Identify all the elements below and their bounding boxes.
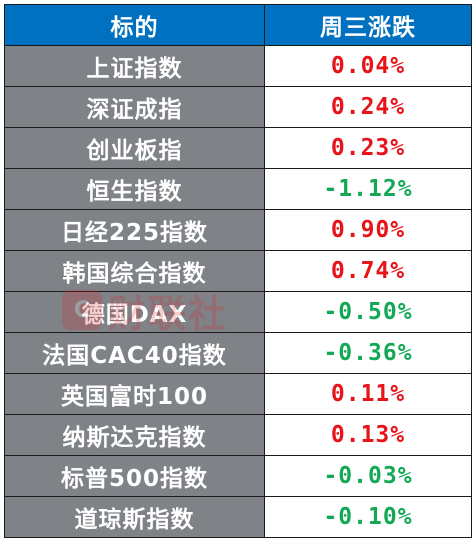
table-header-row: 标的 周三涨跌 <box>4 4 472 46</box>
index-name-cell: 深证成指 <box>4 86 265 128</box>
change-value-cell: 0.04% <box>264 45 472 87</box>
index-name-cell: 法国CAC40指数 <box>4 332 265 374</box>
change-value-cell: 0.11% <box>264 373 472 415</box>
change-value-cell: 0.23% <box>264 127 472 169</box>
index-name-cell: 标普500指数 <box>4 455 265 497</box>
index-name-cell: 纳斯达克指数 <box>4 414 265 456</box>
table-row: 法国CAC40指数 -0.36% <box>4 332 472 374</box>
table-row: 道琼斯指数 -0.10% <box>4 496 472 538</box>
table-row: 标普500指数 -0.03% <box>4 455 472 497</box>
change-value-cell: -1.12% <box>264 168 472 210</box>
header-name-col: 标的 <box>4 4 265 46</box>
change-value-cell: -0.10% <box>264 496 472 538</box>
table-row: 日经225指数 0.90% <box>4 209 472 251</box>
header-change-col: 周三涨跌 <box>264 4 472 46</box>
index-name-cell: 德国DAX <box>4 291 265 333</box>
index-name-cell: 创业板指 <box>4 127 265 169</box>
change-value-cell: -0.36% <box>264 332 472 374</box>
index-name-cell: 恒生指数 <box>4 168 265 210</box>
change-value-cell: 0.74% <box>264 250 472 292</box>
change-value-cell: 0.24% <box>264 86 472 128</box>
index-name-cell: 英国富时100 <box>4 373 265 415</box>
table-row: 创业板指 0.23% <box>4 127 472 169</box>
table-row: 韩国综合指数 0.74% <box>4 250 472 292</box>
change-value-cell: -0.03% <box>264 455 472 497</box>
index-name-cell: 韩国综合指数 <box>4 250 265 292</box>
table-row: 上证指数 0.04% <box>4 45 472 87</box>
table-row: 德国DAX -0.50% <box>4 291 472 333</box>
index-name-cell: 日经225指数 <box>4 209 265 251</box>
table-row: 深证成指 0.24% <box>4 86 472 128</box>
index-name-cell: 上证指数 <box>4 45 265 87</box>
table-row: 英国富时100 0.11% <box>4 373 472 415</box>
index-name-cell: 道琼斯指数 <box>4 496 265 538</box>
index-change-table: 标的 周三涨跌 上证指数 0.04% 深证成指 0.24% 创业板指 0.23% 恒生指数 -… <box>4 4 472 538</box>
change-value-cell: 0.90% <box>264 209 472 251</box>
table-row: 纳斯达克指数 0.13% <box>4 414 472 456</box>
table-row: 恒生指数 -1.12% <box>4 168 472 210</box>
change-value-cell: 0.13% <box>264 414 472 456</box>
change-value-cell: -0.50% <box>264 291 472 333</box>
